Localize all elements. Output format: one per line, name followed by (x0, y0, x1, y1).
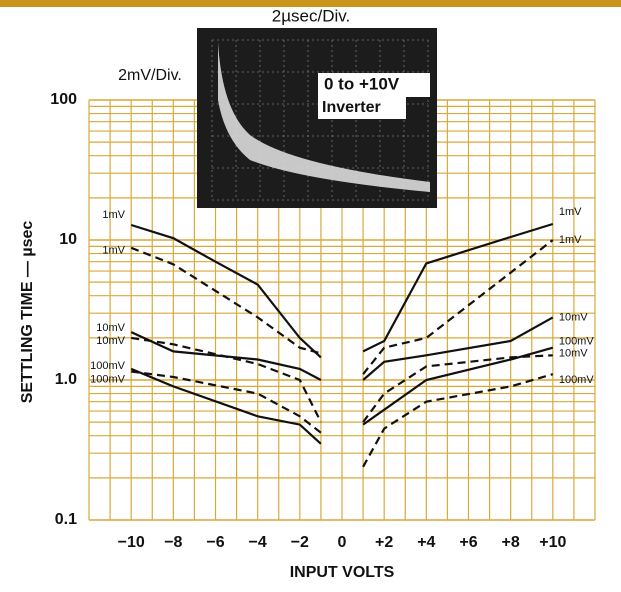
annotation: Inverter (322, 99, 381, 116)
x-tick-label: +4 (417, 534, 435, 551)
y-tick-label: 1.0 (55, 371, 77, 388)
x-tick-label: −2 (291, 534, 309, 551)
x-tick-label: −6 (206, 534, 224, 551)
y-tick-label: 0.1 (55, 511, 77, 528)
series-label: 10mV (96, 335, 125, 347)
x-tick-label: −10 (118, 534, 145, 551)
label-box (318, 97, 406, 119)
series-label: 1mV (102, 245, 125, 257)
series-label: 100mV (559, 374, 595, 386)
y-tick-label: 100 (50, 91, 77, 108)
top-band (0, 0, 621, 7)
x-tick-label: +2 (375, 534, 393, 551)
series-label: 10mV (96, 322, 125, 334)
x-tick-label: −8 (164, 534, 182, 551)
x-tick-label: +10 (539, 534, 566, 551)
x-tick-label: +6 (459, 534, 477, 551)
scope-trace (218, 42, 430, 192)
x-tick-label: −4 (249, 534, 267, 551)
annotation: 2µsec/Div. (272, 6, 350, 25)
annotation: 2mV/Div. (118, 67, 182, 84)
series-line (130, 239, 554, 375)
series-label: 1mV (559, 206, 582, 218)
inset: 2µsec/Div. 2mV/Div. 0 to +10V Inverter (118, 6, 437, 208)
series-label: 10mV (559, 347, 588, 359)
series-line (130, 346, 554, 445)
series-line (131, 370, 554, 468)
series-label: 10mV (559, 311, 588, 323)
x-axis-label: INPUT VOLTS (290, 564, 395, 581)
series-line (130, 222, 554, 359)
x-tick-label: 0 (338, 534, 347, 551)
x-tick-label: +8 (502, 534, 520, 551)
lines (130, 222, 554, 468)
series-line (130, 316, 554, 381)
series-label: 100mV (90, 360, 126, 372)
series-label: 100mV (559, 336, 595, 348)
label-box (318, 73, 430, 97)
y-tick-label: 10 (59, 231, 77, 248)
series-label: 1mV (102, 209, 125, 221)
y-axis-label: SETTLING TIME — µsec (19, 221, 36, 404)
annotation: 0 to +10V (324, 74, 400, 93)
series-label: 100mV (90, 373, 126, 385)
series-label: 1mV (559, 234, 582, 246)
